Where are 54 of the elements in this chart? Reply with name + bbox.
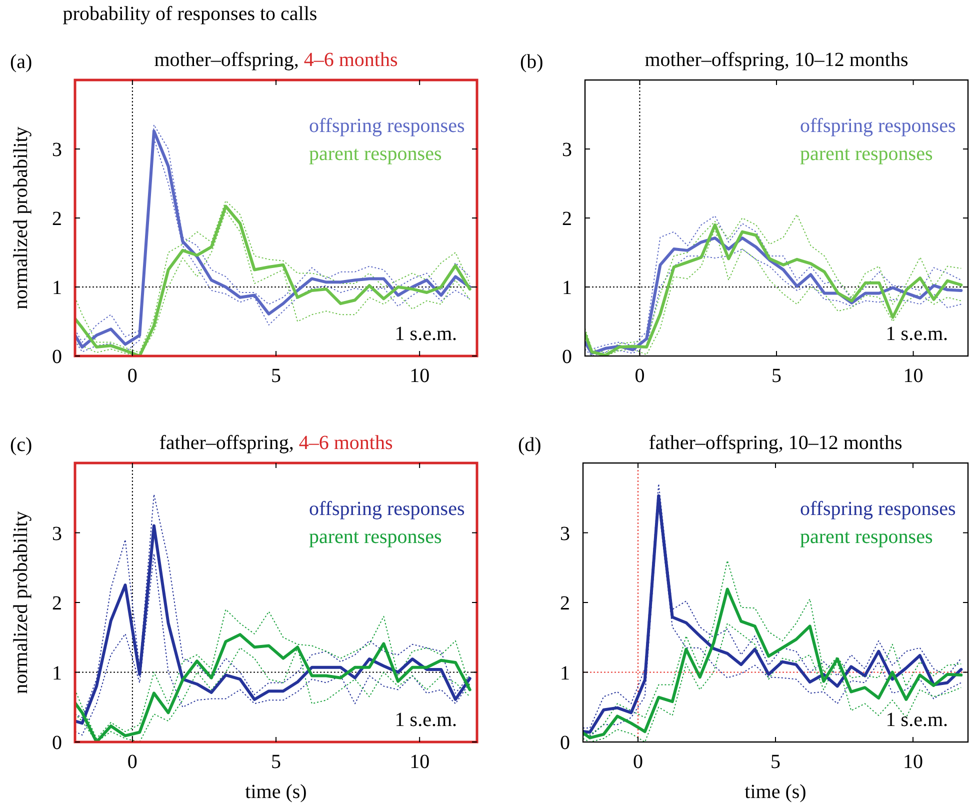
chart-title: mother–offspring, 10–12 months [644, 49, 908, 71]
annotation: 1 s.e.m. [394, 323, 457, 345]
x-tick-label: 10 [903, 751, 923, 773]
y-tick-label: 2 [52, 208, 62, 230]
y-tick-label: 3 [560, 522, 570, 545]
line-series [75, 608, 470, 740]
y-tick-label: 3 [52, 522, 62, 545]
y-tick-label: 0 [52, 732, 62, 754]
y-axis-title: normalized probability [10, 511, 32, 694]
annotation: 1 s.e.m. [886, 709, 948, 731]
x-tick-label: 0 [634, 365, 645, 387]
x-tick-label: 10 [410, 751, 430, 773]
x-axis-title: time (s) [744, 781, 806, 803]
chart-title: father–offspring, 4–6 months [159, 432, 393, 454]
x-tick-label: 0 [127, 365, 138, 387]
y-tick-label: 3 [562, 139, 572, 161]
text: (a) [10, 51, 32, 73]
y-tick-label: 1 [52, 277, 62, 299]
text: (c) [10, 434, 32, 456]
x-axis-title: time (s) [245, 781, 307, 803]
text: offspring responses [800, 115, 956, 137]
y-tick-label: 1 [52, 662, 62, 684]
x-tick-label: 5 [770, 751, 780, 773]
y-tick-label: 2 [562, 208, 572, 230]
text: (b) [520, 51, 544, 73]
y-tick-label: 0 [562, 346, 572, 368]
text: parent responses [800, 526, 933, 548]
chart-title: probability of responses to calls [62, 3, 318, 25]
chart-title: father–offspring, 10–12 months [648, 432, 902, 454]
annotation: 1 s.e.m. [394, 709, 457, 731]
y-tick-label: 1 [562, 277, 572, 299]
y-tick-label: 0 [560, 732, 570, 754]
x-tick-label: 0 [633, 751, 643, 773]
annotation: 1 s.e.m. [886, 323, 948, 345]
x-tick-label: 5 [271, 365, 281, 387]
y-tick-label: 2 [560, 592, 570, 614]
x-tick-label: 10 [410, 365, 430, 387]
text: parent responses [309, 526, 442, 548]
text: offspring responses [800, 498, 956, 520]
y-tick-label: 1 [560, 662, 570, 684]
x-tick-label: 10 [903, 365, 924, 387]
y-tick-label: 0 [52, 346, 62, 368]
chart-subtitle: mother–offspring, 4–6 months [154, 49, 398, 71]
y-tick-label: 2 [52, 592, 62, 614]
x-tick-label: 0 [127, 751, 138, 773]
text: offspring responses [309, 498, 465, 520]
text: (d) [518, 434, 542, 456]
x-tick-label: 5 [271, 751, 281, 773]
text: parent responses [800, 143, 933, 165]
text: parent responses [309, 143, 442, 165]
x-tick-label: 5 [772, 365, 782, 387]
y-tick-label: 3 [52, 139, 62, 161]
y-axis-title: normalized probability [10, 126, 32, 310]
text: offspring responses [309, 115, 465, 137]
